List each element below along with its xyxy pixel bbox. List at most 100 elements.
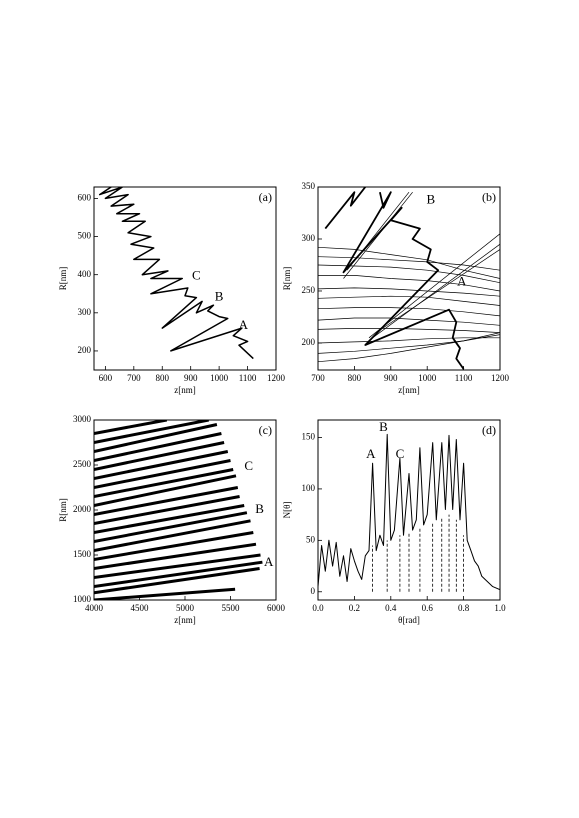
data-line [318,433,500,591]
x-tick-label: 700 [311,373,325,383]
y-axis-label: R[nm] [282,267,292,291]
plot-frame [93,419,277,601]
data-line [94,420,168,435]
y-tick-label: 50 [306,534,316,544]
x-tick-label: 6000 [267,603,286,613]
plot-area [318,433,500,592]
data-line [94,511,248,543]
y-tick-label: 600 [78,193,92,203]
data-line [94,420,209,444]
x-tick-label: 5000 [176,603,195,613]
y-tick-label: 350 [302,181,316,191]
x-tick-label: 1.0 [494,603,506,613]
annotation: B [255,501,264,516]
x-tick-label: 1000 [418,373,437,383]
y-tick-label: 250 [302,285,316,295]
data-line [94,486,239,516]
x-tick-label: 1100 [455,373,473,383]
annotation: A [457,274,467,289]
panel: 700 800 900 1000 1100 1200 200 250 300 350 z[nm] R[… [282,181,509,395]
y-tick-label: 1000 [73,594,92,604]
data-line [318,295,500,306]
x-tick-label: 900 [184,373,198,383]
x-tick-label: 1100 [239,373,257,383]
x-tick-label: 0.2 [349,603,360,613]
annotation: A [366,446,376,461]
annotation: A [264,554,274,569]
data-line [94,441,225,471]
data-line [94,519,251,552]
data-line [368,233,500,339]
annotation: A [239,317,249,332]
panel-label: (d) [482,423,496,437]
annotation: B [427,192,436,207]
x-axis-label: θ[rad] [398,615,420,625]
data-line [94,468,234,498]
data-line [342,191,465,370]
data-line [94,450,229,480]
data-line [94,423,218,453]
x-tick-label: 0.0 [312,603,324,613]
y-tick-label: 300 [78,307,92,317]
data-line [94,504,245,534]
data-line [98,187,254,360]
x-tick-label: 5500 [222,603,241,613]
plot-area [318,187,500,370]
y-axis-label: N[θ] [282,502,292,519]
data-line [94,531,254,561]
annotation: C [244,458,253,473]
x-tick-label: 0.6 [422,603,434,613]
data-line [94,560,263,588]
x-tick-label: 900 [384,373,398,383]
y-tick-label: 200 [78,345,92,355]
y-tick-label: 400 [78,269,92,279]
data-line [94,495,240,525]
data-line [94,542,257,570]
x-axis-label: z[nm] [398,385,420,395]
x-tick-label: 0.8 [458,603,470,613]
data-line [372,243,500,339]
x-tick-label: 1000 [210,373,229,383]
data-line [94,567,260,595]
x-tick-label: 1200 [491,373,510,383]
y-tick-label: 200 [302,337,316,347]
y-tick-label: 1500 [73,549,92,559]
data-line [376,249,500,333]
annotation: B [379,419,388,434]
data-line [318,307,500,317]
annotation: B [215,289,224,304]
data-line [94,587,236,600]
y-tick-label: 100 [302,483,316,493]
panel: 0.0 0.2 0.4 0.6 0.8 1.0 0 50 100 150 θ[rad] N[θ] ABC… [282,419,506,625]
data-line [324,187,367,230]
y-tick-label: 500 [78,231,92,241]
x-axis-label: z[nm] [174,385,196,395]
plot-area [98,187,254,360]
data-line [94,459,231,489]
y-axis-label: R[nm] [58,498,68,522]
x-tick-label: 800 [156,373,170,383]
x-tick-label: 600 [99,373,113,383]
plot-area [94,420,263,600]
panel-label: (b) [482,190,496,204]
y-tick-label: 2000 [73,504,92,514]
y-tick-label: 0 [311,586,316,596]
y-tick-label: 2500 [73,459,92,469]
data-line [318,328,500,333]
x-tick-label: 4000 [85,603,104,613]
data-line [318,256,500,271]
x-tick-label: 800 [348,373,362,383]
panel-label: (a) [259,190,272,204]
plot-frame [93,186,277,371]
data-line [94,432,222,462]
annotation: C [192,268,201,283]
panel: 600 700 800 900 1000 1100 1200 200 300 400 500 600 z… [58,186,286,395]
data-line [94,474,237,507]
x-tick-label: 700 [127,373,141,383]
data-line [318,246,500,279]
y-tick-label: 150 [302,432,316,442]
x-tick-label: 4500 [131,603,150,613]
data-line [318,332,500,363]
data-line [318,337,500,344]
